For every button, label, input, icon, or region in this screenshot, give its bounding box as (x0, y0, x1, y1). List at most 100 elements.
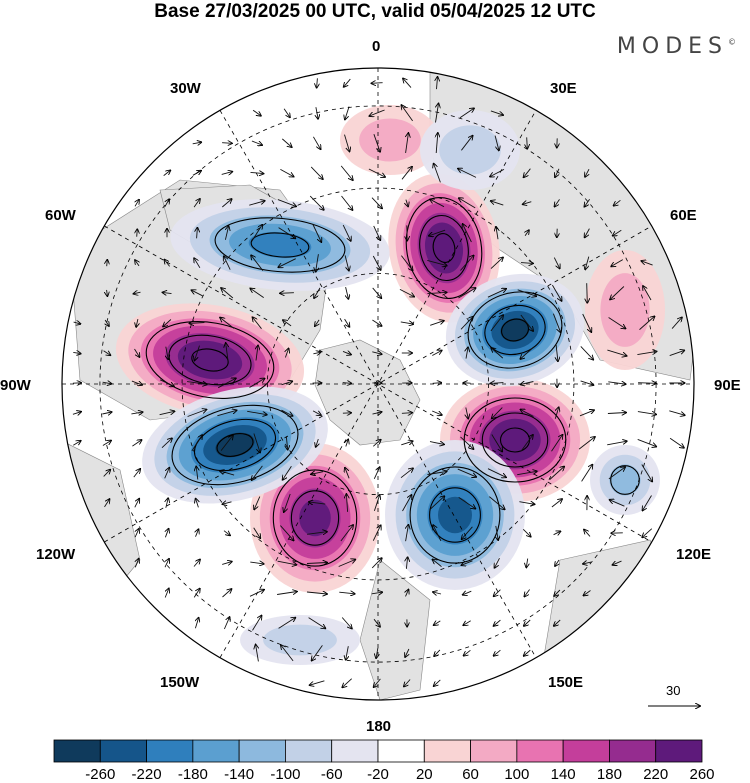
colorbar-swatch (562, 739, 610, 763)
wind-vector (280, 525, 293, 541)
wind-vector (254, 496, 261, 510)
lon-label-90e: 90E (714, 377, 741, 394)
contour-pos0-4 (419, 214, 469, 282)
wind-vector (196, 499, 199, 508)
wind-vector (613, 561, 622, 565)
wind-vector (338, 560, 356, 567)
wind-vector (166, 498, 168, 508)
wind-vector (225, 226, 228, 240)
wind-vector (494, 135, 499, 151)
wind-vector (346, 494, 347, 512)
wind-vector (460, 436, 474, 449)
colorbar-tick-label: 260 (689, 766, 715, 783)
wind-vector (369, 109, 385, 116)
wind-vector (553, 257, 559, 269)
anomaly-shade-neg2-5 (438, 496, 472, 534)
wind-vector (310, 166, 323, 179)
wind-vector (73, 441, 80, 446)
lon-label-120e: 120E (676, 546, 712, 563)
wind-vector (306, 563, 327, 564)
wind-vector (520, 435, 533, 452)
wind-vector (406, 133, 409, 153)
wind-vector (196, 467, 198, 480)
colorbar-swatch (285, 739, 333, 763)
wind-vector (105, 319, 109, 326)
wind-vector (435, 104, 439, 123)
latitude-circle (181, 187, 575, 581)
wind-vector (190, 323, 205, 324)
wind-vector (466, 347, 468, 359)
wind-vector (524, 168, 531, 178)
lon-label-30w: 30W (170, 80, 201, 97)
wind-vector (136, 318, 138, 327)
wind-vector (399, 288, 414, 296)
contour-neg0-4 (484, 304, 546, 356)
colorbar-swatch (146, 739, 194, 763)
wind-vector (637, 438, 657, 446)
colorbar-tick-label: 220 (643, 766, 669, 783)
wind-vector (283, 108, 290, 118)
contour-pos0-2 (405, 197, 483, 299)
wind-vector (196, 529, 199, 537)
anomaly-shade-neg1-6 (215, 432, 255, 458)
wind-vector (551, 499, 562, 508)
wind-vector (555, 199, 560, 206)
wind-vector (401, 441, 412, 446)
wind-vector (102, 382, 112, 384)
wind-vector (372, 319, 381, 326)
wind-vector (436, 133, 438, 154)
wind-vector (342, 678, 353, 688)
contour-neg0-2 (467, 291, 563, 369)
wind-vector (458, 288, 475, 299)
wind-vector (310, 680, 325, 685)
wind-vector (494, 589, 501, 597)
wind-vector (437, 77, 438, 90)
wind-vector (372, 255, 380, 270)
wind-vector (131, 380, 142, 385)
wind-vector (193, 589, 200, 598)
wind-vector (584, 530, 591, 537)
wind-vector (373, 225, 381, 240)
wind-vector (192, 290, 203, 297)
wind-vector (372, 412, 382, 414)
wind-vector (194, 258, 201, 269)
wind-vector (284, 493, 291, 512)
wind-vector (341, 617, 352, 629)
wind-vector (491, 383, 504, 384)
wind-vector (222, 199, 231, 208)
wind-vector (371, 83, 383, 84)
wind-vector (427, 292, 446, 293)
wind-vector (462, 526, 473, 539)
wind-vector (430, 199, 445, 208)
colorbar-swatch (609, 739, 657, 763)
wind-vector (587, 283, 588, 303)
wind-vector (523, 202, 532, 205)
wind-vector (249, 201, 264, 206)
wind-vector (281, 645, 294, 662)
wind-vector (342, 351, 351, 354)
wind-vector (187, 382, 207, 385)
wind-vector (103, 470, 111, 477)
lon-label-60e: 60E (670, 207, 697, 224)
colorbar (53, 739, 703, 763)
wind-vector (220, 435, 233, 451)
colorbar-tick-label: 20 (415, 766, 433, 783)
wind-vector (73, 322, 81, 324)
latitude-circle (266, 272, 489, 495)
wind-vector (490, 257, 503, 269)
wind-vector (427, 472, 446, 475)
wind-vector (607, 441, 627, 446)
wind-vector (519, 502, 534, 505)
wind-vector (494, 649, 501, 656)
wind-vector (286, 436, 287, 449)
wind-vector (458, 169, 477, 178)
wind-vector (614, 199, 621, 205)
wind-vector (193, 199, 200, 208)
wind-vector (309, 195, 324, 210)
wind-vector (433, 559, 442, 567)
colorbar-tick-label: -60 (320, 766, 343, 783)
wind-vector (163, 170, 171, 176)
wind-vector (103, 350, 111, 355)
wind-vector (309, 502, 326, 504)
latitude-circle (99, 105, 657, 663)
